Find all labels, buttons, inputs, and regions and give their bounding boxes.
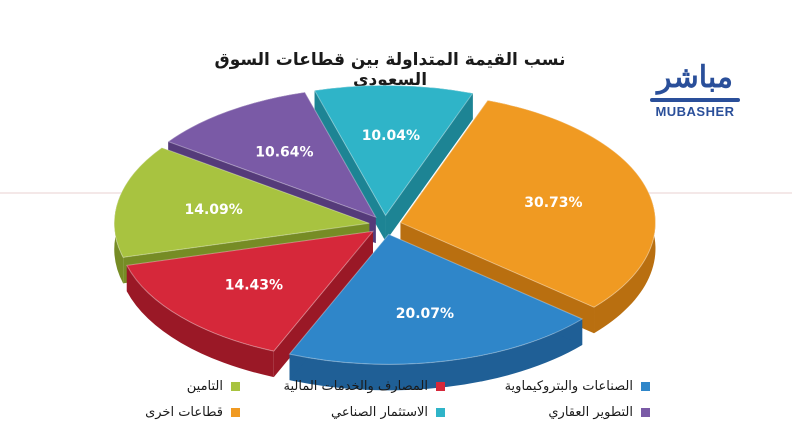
legend-swatch: [436, 381, 445, 391]
legend-label: قطاعات اخرى: [145, 404, 223, 420]
legend-swatch: [231, 381, 240, 391]
legend-label: الصناعات والبتروكيماوية: [504, 378, 633, 394]
slice-petrochemical-side: [289, 318, 583, 391]
slice-real-estate: [167, 91, 377, 219]
legend-item-insurance: التامين: [187, 376, 240, 396]
chart-legend: الصناعات والبتروكيماوية المصارف والخدمات …: [40, 376, 650, 436]
slice-banks-wall-start: [273, 231, 373, 378]
pie-labels: 10.04% 10.64% 30.73% 14.09% 14.43% 20.07%: [184, 128, 582, 322]
slice-other-sectors-label: 30.73%: [524, 195, 582, 211]
legend-label: المصارف والخدمات المالية: [283, 378, 428, 394]
legend-item-petrochemical: الصناعات والبتروكيماوية: [505, 376, 650, 396]
legend-item-real-estate: التطوير العقاري: [548, 402, 650, 422]
slice-insurance: [113, 147, 370, 258]
slice-real-estate-label: 10.64%: [255, 144, 313, 160]
legend-label: التامين: [186, 378, 223, 394]
slice-insurance-label: 14.09%: [184, 202, 242, 218]
slice-industrial-investment-label: 10.04%: [362, 128, 420, 144]
legend-swatch: [231, 407, 240, 417]
legend-item-other-sectors: قطاعات اخرى: [145, 402, 240, 422]
legend-item-industrial-investment: الاستثمار الصناعي: [331, 402, 445, 422]
legend-swatch: [641, 381, 650, 391]
slice-petrochemical: [288, 233, 584, 365]
slice-industrial-investment-wall-end: [385, 93, 473, 242]
legend-swatch: [436, 407, 445, 417]
logo-arabic-text: مباشر: [657, 60, 734, 95]
legend-label: التطوير العقاري: [548, 404, 633, 420]
legend-item-banks: المصارف والخدمات المالية: [284, 376, 445, 396]
slice-banks: [126, 230, 375, 352]
mubasher-logo: مباشر MUBASHER: [640, 60, 760, 130]
slice-petrochemical-label: 20.07%: [396, 306, 454, 322]
legend-swatch: [641, 407, 650, 417]
legend-label: الاستثمار الصناعي: [331, 404, 428, 420]
pie-tops: [113, 84, 656, 365]
slice-other-sectors: [399, 99, 656, 308]
chart-title: نسب القيمة المتداولة بين قطاعات السوق ال…: [214, 50, 566, 90]
slice-industrial-investment: [313, 84, 474, 217]
slice-banks-label: 14.43%: [225, 277, 283, 293]
logo-english-text: MUBASHER: [655, 104, 735, 119]
slice-banks-side: [126, 265, 274, 378]
logo-swoosh: [650, 98, 740, 102]
